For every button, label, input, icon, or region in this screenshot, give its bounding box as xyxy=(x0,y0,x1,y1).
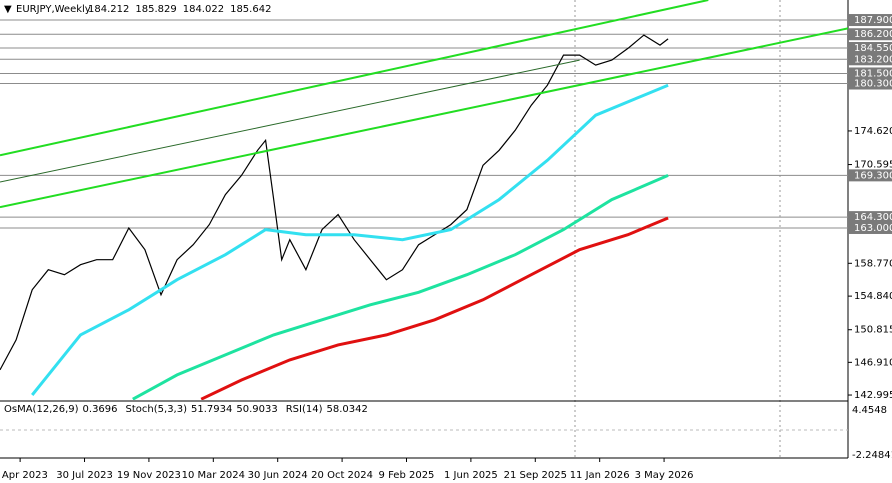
header-values: 184.212 185.829 184.022 185.642 xyxy=(88,4,271,15)
level-label: 181.500 xyxy=(854,68,892,79)
indicator-value: 50.9033 xyxy=(236,404,277,415)
level-label: 184.550 xyxy=(854,43,892,54)
y-tick-label: 174.620 xyxy=(854,126,892,137)
y-tick-label: 142.995 xyxy=(854,390,892,401)
series-line xyxy=(0,0,709,157)
osc-scale-label: 4.4548 xyxy=(852,405,887,416)
level-label: 164.300 xyxy=(854,212,892,223)
x-tick-label: 9 Apr 2023 xyxy=(0,470,48,481)
oscillator-panel: OsMA(12,26,9) 0.3696 Stoch(5,3,3) 51.7934 50… xyxy=(0,404,892,461)
series-line xyxy=(0,27,848,209)
indicator-label: RSI(14) xyxy=(286,404,323,415)
y-tick-label: 150.815 xyxy=(854,325,892,336)
level-label: 187.900 xyxy=(854,15,892,26)
x-tick-label: 20 Oct 2024 xyxy=(311,470,373,481)
y-tick-label: 154.840 xyxy=(854,291,892,302)
header-value: 184.022 xyxy=(183,4,224,15)
header-value: 185.829 xyxy=(135,4,176,15)
x-tick-label: 11 Jan 2026 xyxy=(570,470,630,481)
collapse-icon[interactable]: ▼ xyxy=(4,4,12,15)
series-line xyxy=(31,83,669,396)
x-tick-label: 19 Nov 2023 xyxy=(117,470,181,481)
level-box xyxy=(848,28,892,41)
level-box xyxy=(848,53,892,66)
x-tick-label: 30 Jun 2024 xyxy=(248,470,308,481)
series-line xyxy=(200,216,669,400)
level-box xyxy=(848,211,892,224)
level-label: 186.200 xyxy=(854,29,892,40)
level-label: 180.300 xyxy=(854,79,892,90)
level-box xyxy=(848,14,892,27)
level-box xyxy=(848,221,892,234)
indicator-label: OsMA(12,26,9) xyxy=(4,404,79,415)
header-value: 184.212 xyxy=(88,4,129,15)
x-tick-label: 9 Feb 2025 xyxy=(379,470,435,481)
y-tick-label: 146.910 xyxy=(854,357,892,368)
level-label: 169.300 xyxy=(854,170,892,181)
indicator-value: 51.7934 xyxy=(191,404,232,415)
level-label: 163.000 xyxy=(854,223,892,234)
level-box xyxy=(848,77,892,90)
series-line xyxy=(132,174,669,400)
y-tick-label: 158.770 xyxy=(854,258,892,269)
level-label: 183.200 xyxy=(854,54,892,65)
x-tick-label: 3 May 2026 xyxy=(635,470,694,481)
indicator-value: 58.0342 xyxy=(327,404,368,415)
series-group xyxy=(0,0,848,400)
series-line xyxy=(0,59,580,183)
level-box xyxy=(848,67,892,80)
x-tick-label: 30 Jul 2023 xyxy=(56,470,113,481)
series-line xyxy=(0,34,669,371)
header-value: 185.642 xyxy=(230,4,271,15)
level-box xyxy=(848,169,892,182)
x-tick-label: 10 Mar 2024 xyxy=(182,470,245,481)
level-box xyxy=(848,42,892,55)
y-tick-label: 170.595 xyxy=(854,160,892,171)
x-tick-label: 21 Sep 2025 xyxy=(504,470,567,481)
chart-title: EURJPY,Weekly xyxy=(16,4,91,15)
indicator-label: Stoch(5,3,3) xyxy=(126,404,188,415)
indicator-value: 0.3696 xyxy=(83,404,118,415)
x-tick-label: 1 Jun 2025 xyxy=(444,470,498,481)
